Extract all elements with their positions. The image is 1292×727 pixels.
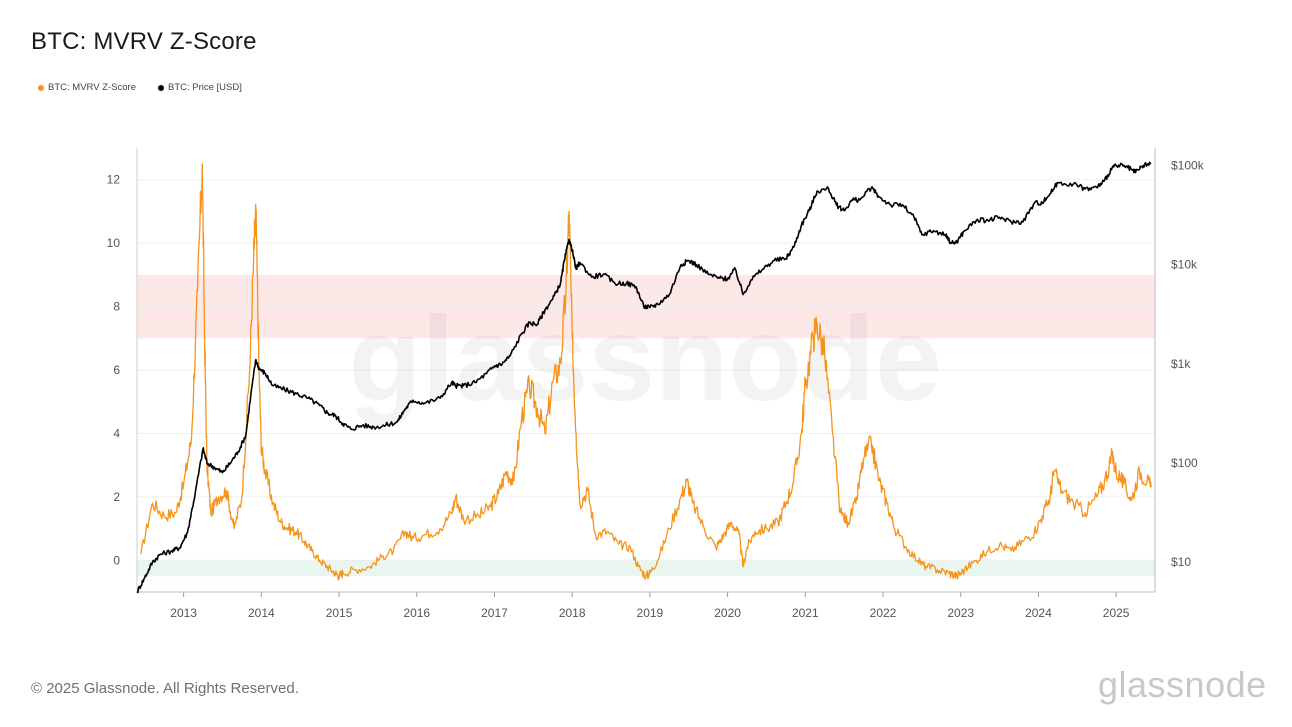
brand-logo: glassnode [1098,664,1267,705]
x-tick-2021: 2021 [792,606,819,620]
series-group [136,161,1152,594]
x-tick-2014: 2014 [248,606,275,620]
axes: 0 2 4 6 8 10 12 $10 $100 $1k $10k $100k 2013 2014 2015… [107,148,1205,620]
x-tick-2016: 2016 [403,606,430,620]
y-right-tick-100000: $100k [1171,158,1205,172]
y-right-tick-100: $100 [1171,456,1198,470]
watermark: glassnode [348,292,942,426]
x-tick-2024: 2024 [1025,606,1052,620]
y-left-tick-6: 6 [113,363,120,377]
x-tick-2023: 2023 [947,606,974,620]
y-left-tick-8: 8 [113,300,120,314]
legend-dot-price [157,84,164,91]
x-tick-2015: 2015 [326,606,353,620]
legend-item-price[interactable]: BTC: Price [USD] [157,82,242,93]
legend-item-mvrv[interactable]: BTC: MVRV Z-Score [38,82,136,93]
legend-dot-mvrv [38,84,44,91]
x-tick-2013: 2013 [170,606,197,620]
x-tick-2018: 2018 [559,606,586,620]
y-left-tick-0: 0 [113,553,120,567]
y-left-tick-2: 2 [113,490,120,504]
y-right-tick-10000: $10k [1171,258,1198,272]
y-right-tick-10: $10 [1171,555,1191,569]
x-tick-2019: 2019 [637,606,664,620]
copyright-notice: © 2025 Glassnode. All Rights Reserved. [31,680,299,697]
legend-label-mvrv: BTC: MVRV Z-Score [48,82,136,93]
x-tick-2022: 2022 [870,606,897,620]
y-left-tick-10: 10 [107,236,121,250]
legend: BTC: MVRV Z-Score BTC: Price [USD] [38,82,242,93]
legend-label-price: BTC: Price [USD] [167,82,242,93]
series-line-btc-price [136,161,1152,594]
x-tick-2025: 2025 [1103,606,1130,620]
series-line-mvrv-zscore [140,163,1152,581]
chart-title: BTC: MVRV Z-Score [31,28,257,55]
x-tick-2020: 2020 [714,606,741,620]
y-right-tick-1000: $1k [1171,357,1191,371]
zone-band-1 [137,560,1155,577]
y-left-tick-12: 12 [107,173,121,187]
x-tick-2017: 2017 [481,606,508,620]
y-left-tick-4: 4 [113,426,120,440]
